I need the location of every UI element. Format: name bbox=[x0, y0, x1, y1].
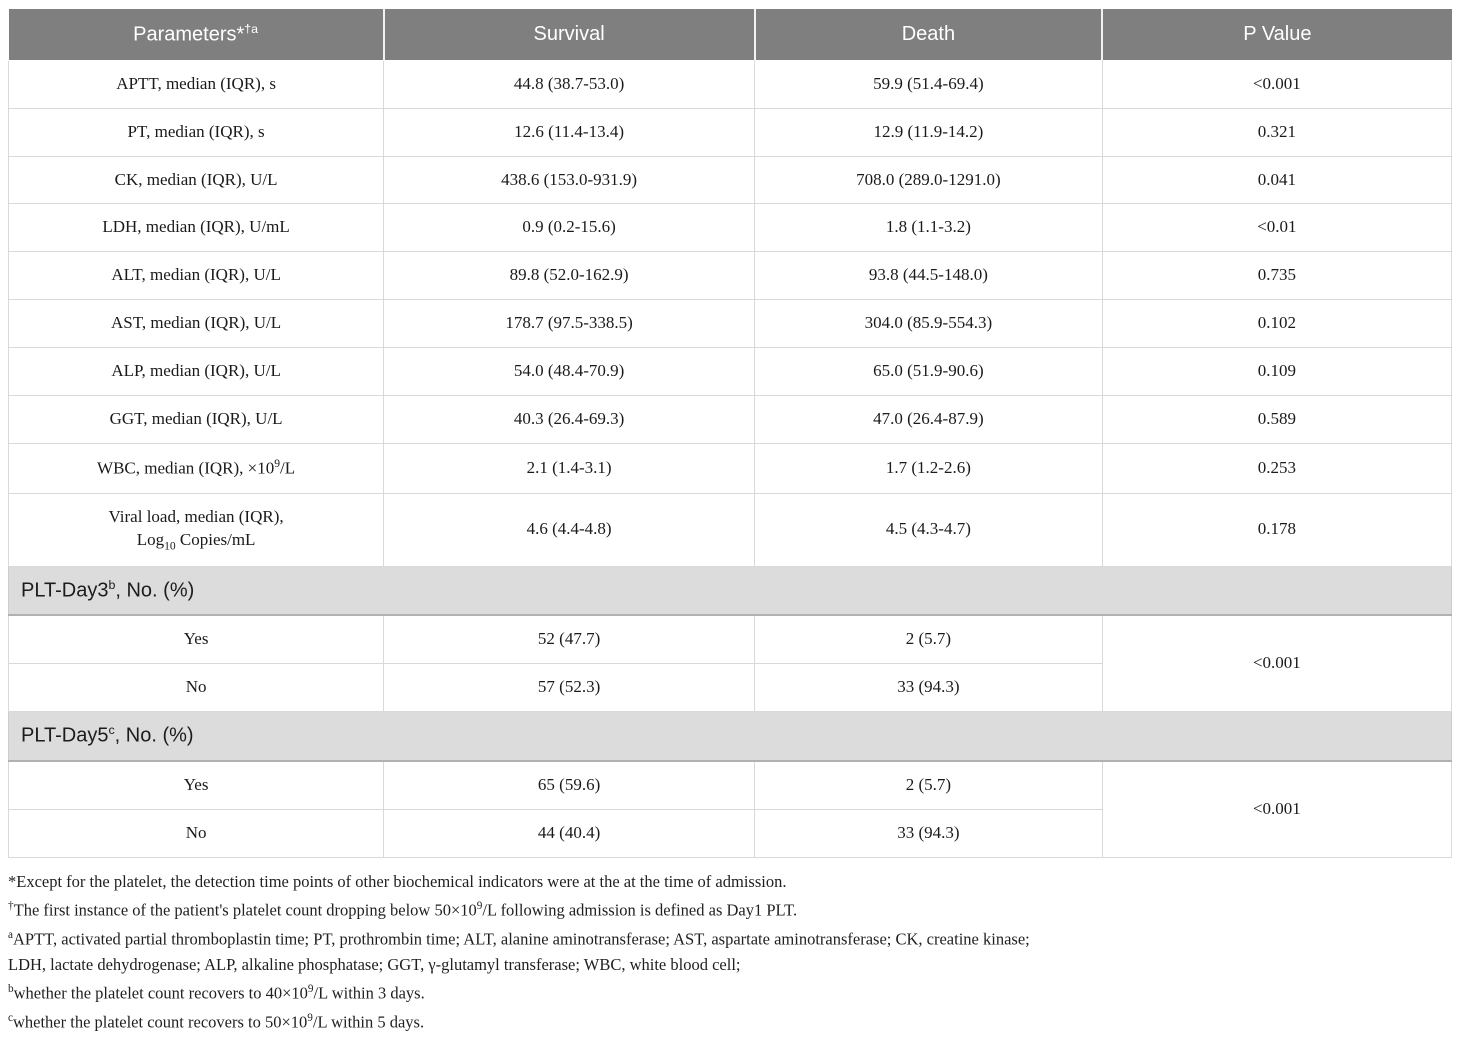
p-value-cell: 0.735 bbox=[1101, 251, 1453, 301]
parameter-cell: Viral load, median (IQR), Log10 Copies/mL bbox=[7, 492, 385, 567]
death-cell: 708.0 (289.0-1291.0) bbox=[754, 155, 1103, 205]
parameter-cell: WBC, median (IQR), ×109/L bbox=[7, 443, 385, 494]
p-value-cell-merged: <0.001 bbox=[1101, 614, 1453, 713]
table-row-plt-day5-yes: Yes 65 (59.6) 2 (5.7) <0.001 bbox=[7, 760, 1453, 858]
parameter-cell: APTT, median (IQR), s bbox=[7, 59, 385, 109]
section-title: PLT-Day3b, No. (%) bbox=[8, 565, 1452, 617]
death-cell: 12.9 (11.9-14.2) bbox=[754, 107, 1103, 157]
parameter-cell: ALT, median (IQR), U/L bbox=[7, 251, 385, 301]
parameter-cell: No bbox=[7, 663, 385, 713]
table-row-ast: AST, median (IQR), U/L 178.7 (97.5-338.5… bbox=[7, 299, 1453, 349]
table-row-ldh: LDH, median (IQR), U/mL 0.9 (0.2-15.6) 1… bbox=[7, 203, 1453, 253]
footnote-b: bwhether the platelet count recovers to … bbox=[8, 983, 425, 1003]
footnotes: *Except for the platelet, the detection … bbox=[8, 869, 1452, 1035]
section-header-plt-day5: PLT-Day5c, No. (%) bbox=[8, 711, 1452, 762]
column-header-p-value: P Value bbox=[1101, 9, 1452, 61]
column-header-death: Death bbox=[753, 9, 1103, 61]
survival-cell: 44.8 (38.7-53.0) bbox=[383, 59, 756, 109]
death-cell: 304.0 (85.9-554.3) bbox=[754, 299, 1103, 349]
survival-cell: 4.6 (4.4-4.8) bbox=[383, 492, 756, 567]
survival-cell: 52 (47.7) bbox=[383, 614, 756, 665]
death-cell: 93.8 (44.5-148.0) bbox=[754, 251, 1103, 301]
table-row-aptt: APTT, median (IQR), s 44.8 (38.7-53.0) 5… bbox=[7, 59, 1453, 109]
death-cell: 2 (5.7) bbox=[754, 760, 1103, 810]
footnote-a-continued: LDH, lactate dehydrogenase; ALP, alkalin… bbox=[8, 954, 741, 974]
parameter-cell: Yes bbox=[7, 614, 385, 665]
table-row-pt: PT, median (IQR), s 12.6 (11.4-13.4) 12.… bbox=[7, 107, 1453, 157]
p-value-cell: <0.001 bbox=[1101, 59, 1453, 109]
footnote-c: cwhether the platelet count recovers to … bbox=[8, 1012, 425, 1032]
death-cell: 1.7 (1.2-2.6) bbox=[754, 443, 1103, 494]
parameter-cell: PT, median (IQR), s bbox=[7, 107, 385, 157]
death-cell: 1.8 (1.1-3.2) bbox=[754, 203, 1103, 253]
lab-parameters-table: Parameters*†a Survival Death P Value APT… bbox=[7, 9, 1453, 858]
survival-cell: 44 (40.4) bbox=[383, 808, 756, 858]
survival-cell: 2.1 (1.4-3.1) bbox=[383, 443, 756, 494]
footnote-dagger: †The first instance of the patient's pla… bbox=[8, 900, 798, 920]
death-cell: 33 (94.3) bbox=[754, 663, 1103, 713]
death-cell: 47.0 (26.4-87.9) bbox=[754, 395, 1103, 445]
p-value-cell: 0.321 bbox=[1101, 107, 1453, 157]
table-row-alp: ALP, median (IQR), U/L 54.0 (48.4-70.9) … bbox=[7, 347, 1453, 397]
p-value-cell: 0.109 bbox=[1101, 347, 1453, 397]
table-row-alt: ALT, median (IQR), U/L 89.8 (52.0-162.9)… bbox=[7, 251, 1453, 301]
parameter-cell: AST, median (IQR), U/L bbox=[7, 299, 385, 349]
survival-cell: 54.0 (48.4-70.9) bbox=[383, 347, 756, 397]
parameter-cell: CK, median (IQR), U/L bbox=[7, 155, 385, 205]
survival-cell: 57 (52.3) bbox=[383, 663, 756, 713]
table-row-plt-day3-no: No 57 (52.3) 33 (94.3) bbox=[7, 663, 1452, 713]
footnote-asterisk: *Except for the platelet, the detection … bbox=[8, 871, 787, 891]
survival-cell: 178.7 (97.5-338.5) bbox=[383, 299, 756, 349]
survival-cell: 12.6 (11.4-13.4) bbox=[383, 107, 756, 157]
survival-cell: 65 (59.6) bbox=[383, 760, 756, 810]
table-figure: Parameters*†a Survival Death P Value APT… bbox=[7, 9, 1453, 1035]
footnote-a: aAPTT, activated partial thromboplastin … bbox=[8, 929, 1030, 949]
p-value-cell: 0.102 bbox=[1101, 299, 1453, 349]
parameter-cell: Yes bbox=[7, 760, 385, 810]
survival-cell: 89.8 (52.0-162.9) bbox=[383, 251, 756, 301]
section-header-plt-day3: PLT-Day3b, No. (%) bbox=[8, 565, 1452, 617]
parameter-cell: LDH, median (IQR), U/mL bbox=[7, 203, 385, 253]
death-cell: 65.0 (51.9-90.6) bbox=[754, 347, 1103, 397]
p-value-cell-merged: <0.001 bbox=[1101, 760, 1453, 858]
table-header-row: Parameters*†a Survival Death P Value bbox=[8, 9, 1452, 61]
table-row-plt-day3-yes: Yes 52 (47.7) 2 (5.7) <0.001 bbox=[7, 614, 1453, 713]
survival-cell: 438.6 (153.0-931.9) bbox=[383, 155, 756, 205]
death-cell: 4.5 (4.3-4.7) bbox=[754, 492, 1103, 567]
column-header-survival: Survival bbox=[382, 9, 755, 61]
table-header: Parameters*†a Survival Death P Value bbox=[8, 9, 1452, 61]
table-row-ggt: GGT, median (IQR), U/L 40.3 (26.4-69.3) … bbox=[7, 395, 1453, 445]
p-value-cell: 0.253 bbox=[1101, 443, 1453, 494]
table-row-wbc: WBC, median (IQR), ×109/L 2.1 (1.4-3.1) … bbox=[7, 443, 1453, 494]
table-body: APTT, median (IQR), s 44.8 (38.7-53.0) 5… bbox=[7, 59, 1453, 858]
table-row-viral-load: Viral load, median (IQR), Log10 Copies/mL… bbox=[7, 492, 1453, 567]
survival-cell: 0.9 (0.2-15.6) bbox=[383, 203, 756, 253]
parameter-cell: ALP, median (IQR), U/L bbox=[7, 347, 385, 397]
column-header-parameters: Parameters*†a bbox=[8, 9, 384, 61]
p-value-cell: 0.178 bbox=[1101, 492, 1453, 567]
death-cell: 33 (94.3) bbox=[754, 808, 1103, 858]
parameter-cell: No bbox=[7, 808, 385, 858]
death-cell: 2 (5.7) bbox=[754, 614, 1103, 665]
table-row-plt-day5-no: No 44 (40.4) 33 (94.3) bbox=[7, 808, 1452, 858]
death-cell: 59.9 (51.4-69.4) bbox=[754, 59, 1103, 109]
parameter-cell: GGT, median (IQR), U/L bbox=[7, 395, 385, 445]
p-value-cell: 0.589 bbox=[1101, 395, 1453, 445]
survival-cell: 40.3 (26.4-69.3) bbox=[383, 395, 756, 445]
p-value-cell: 0.041 bbox=[1101, 155, 1453, 205]
p-value-cell: <0.01 bbox=[1101, 203, 1453, 253]
table-row-ck: CK, median (IQR), U/L 438.6 (153.0-931.9… bbox=[7, 155, 1453, 205]
section-title: PLT-Day5c, No. (%) bbox=[8, 711, 1452, 762]
